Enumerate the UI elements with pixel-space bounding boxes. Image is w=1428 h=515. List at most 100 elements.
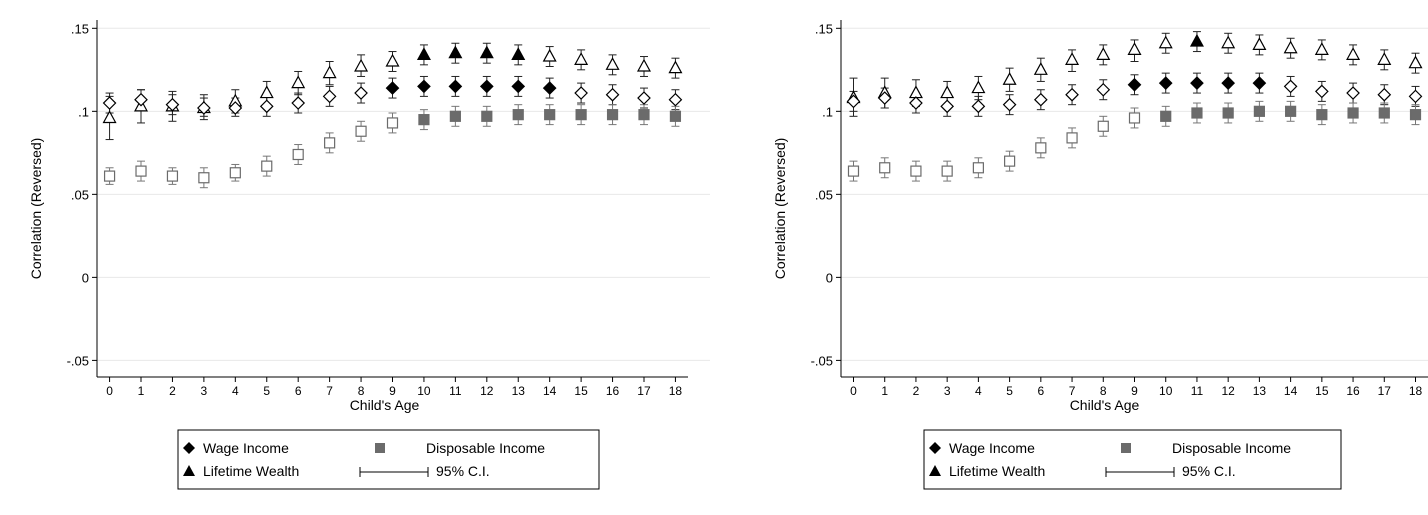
legend-diamond-icon bbox=[929, 442, 941, 454]
legend-triangle-icon bbox=[929, 465, 941, 476]
data-point bbox=[324, 137, 336, 149]
x-tick-label: 2 bbox=[169, 384, 176, 398]
data-point bbox=[1002, 97, 1017, 112]
data-point bbox=[135, 165, 147, 177]
x-tick-label: 4 bbox=[232, 384, 239, 398]
data-point bbox=[1316, 109, 1328, 121]
x-tick-label: 15 bbox=[574, 384, 588, 398]
markers-diamond bbox=[102, 79, 683, 115]
data-point bbox=[1096, 47, 1111, 60]
y-tick-label: .15 bbox=[815, 21, 833, 36]
chart-panel-right: -.05 0.05.1.15 0 1 2 3 4 5 6 7 8 9 10 11 12 13 14 15 16 17 1… bbox=[744, 0, 1428, 515]
data-point bbox=[1408, 89, 1423, 104]
x-tick-label: 1 bbox=[138, 384, 145, 398]
data-point bbox=[636, 58, 652, 72]
x-tick-label: 16 bbox=[1346, 384, 1360, 398]
data-point bbox=[847, 165, 860, 177]
data-point bbox=[228, 101, 243, 115]
data-point bbox=[668, 60, 683, 74]
data-point bbox=[940, 99, 955, 114]
x-tick-label: 18 bbox=[1409, 384, 1423, 398]
data-point bbox=[1004, 155, 1016, 167]
data-point bbox=[544, 109, 556, 121]
data-point bbox=[908, 85, 923, 99]
x-tick-label: 0 bbox=[106, 384, 113, 398]
data-point bbox=[102, 96, 117, 110]
data-point bbox=[1221, 76, 1236, 90]
data-point bbox=[542, 81, 557, 95]
x-tick-label: 15 bbox=[1315, 384, 1329, 398]
data-point bbox=[448, 45, 463, 59]
x-tick-label: 9 bbox=[389, 384, 396, 398]
data-point bbox=[322, 89, 337, 104]
data-point bbox=[668, 92, 683, 107]
chart-left: -.050.05.1.150 1 2 3 4 5 6 7 8 9 10 11 12 13 14 15 16 17 1… bbox=[28, 20, 718, 490]
data-point bbox=[259, 99, 274, 114]
y-tick-label: 0 bbox=[826, 270, 833, 285]
y-tick-label: .15 bbox=[71, 21, 89, 36]
x-tick-label: 16 bbox=[606, 384, 620, 398]
x-tick-label: 7 bbox=[1069, 384, 1076, 398]
data-point bbox=[909, 96, 923, 110]
data-point bbox=[355, 125, 367, 137]
data-point bbox=[481, 110, 493, 122]
chart-panel-left: -.05 0.05.1.15 0 1 2 3 4 5 6 7 8 9 10 11 12 13 14 15 16 17 1… bbox=[0, 0, 718, 515]
data-point bbox=[1346, 47, 1361, 60]
x-tick-label: 13 bbox=[512, 384, 526, 398]
x-tick-label: 8 bbox=[358, 384, 365, 398]
data-point bbox=[637, 91, 651, 105]
data-point bbox=[386, 117, 399, 129]
data-point bbox=[669, 110, 682, 122]
data-point bbox=[1408, 55, 1423, 69]
data-point bbox=[417, 79, 431, 94]
data-point bbox=[574, 86, 588, 100]
y-tick-label: -.05 bbox=[811, 353, 833, 368]
data-point bbox=[1378, 107, 1390, 119]
data-point bbox=[1190, 76, 1204, 90]
data-point bbox=[198, 172, 210, 184]
y-tick-label: .1 bbox=[822, 104, 833, 119]
data-point bbox=[846, 94, 861, 109]
x-tick-label: 12 bbox=[480, 384, 494, 398]
data-point bbox=[1253, 105, 1265, 117]
legend-triangle-icon bbox=[183, 465, 195, 476]
x-tick-label: 4 bbox=[975, 384, 982, 398]
x-tick-label: 9 bbox=[1131, 384, 1138, 398]
data-point bbox=[291, 96, 306, 110]
x-tick-label: 14 bbox=[1284, 384, 1298, 398]
x-tick-label: 18 bbox=[669, 384, 683, 398]
x-tick-label: 1 bbox=[881, 384, 888, 398]
markers-square bbox=[847, 105, 1422, 177]
x-tick-label: 13 bbox=[1253, 384, 1267, 398]
data-point bbox=[259, 85, 274, 99]
legend-wage-label: Wage Income bbox=[203, 440, 289, 456]
x-tick-label: 3 bbox=[944, 384, 951, 398]
markers-diamond bbox=[846, 76, 1423, 114]
x-tick-label: 12 bbox=[1221, 384, 1235, 398]
x-tick-label: 0 bbox=[850, 384, 857, 398]
data-point bbox=[292, 148, 304, 161]
data-point bbox=[1033, 92, 1048, 107]
data-point bbox=[1066, 132, 1078, 144]
grid bbox=[97, 27, 718, 361]
x-tick-label: 17 bbox=[637, 384, 651, 398]
data-point bbox=[606, 109, 619, 121]
data-point bbox=[1158, 35, 1173, 49]
y-tick-label: .05 bbox=[815, 187, 833, 202]
data-point bbox=[416, 47, 431, 60]
x-tick-label: 7 bbox=[326, 384, 333, 398]
data-point bbox=[971, 80, 986, 94]
data-point bbox=[479, 45, 494, 59]
data-point bbox=[511, 79, 526, 94]
data-point bbox=[542, 48, 557, 62]
data-point bbox=[1377, 52, 1392, 65]
data-point bbox=[354, 86, 368, 100]
x-tick-label: 10 bbox=[417, 384, 431, 398]
data-point bbox=[1065, 52, 1080, 65]
data-point bbox=[229, 167, 241, 179]
data-point bbox=[1127, 77, 1142, 92]
x-tick-label: 3 bbox=[201, 384, 208, 398]
data-point bbox=[1096, 82, 1111, 97]
y-tick-label: .05 bbox=[71, 187, 89, 202]
legend-lifetime-label: Lifetime Wealth bbox=[949, 463, 1045, 479]
